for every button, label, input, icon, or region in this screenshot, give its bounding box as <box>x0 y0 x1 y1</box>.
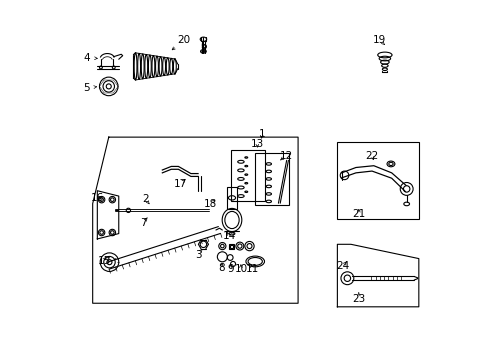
Text: 14: 14 <box>223 231 236 242</box>
Text: 11: 11 <box>245 264 259 274</box>
Text: 7: 7 <box>140 218 147 228</box>
Text: 5: 5 <box>83 83 90 93</box>
Text: 17: 17 <box>173 179 186 189</box>
Text: 1: 1 <box>258 129 264 139</box>
Bar <box>228 244 233 249</box>
Text: 6: 6 <box>200 41 206 51</box>
Text: 23: 23 <box>351 294 365 303</box>
Text: 3: 3 <box>194 250 201 260</box>
Text: 4: 4 <box>83 53 90 63</box>
Text: 13: 13 <box>250 139 264 149</box>
Bar <box>230 150 264 202</box>
Text: 10: 10 <box>234 264 247 274</box>
Text: 16: 16 <box>90 193 104 203</box>
Text: 21: 21 <box>351 209 365 219</box>
Text: 22: 22 <box>365 151 378 161</box>
Text: 12: 12 <box>279 151 292 161</box>
Text: 19: 19 <box>372 35 386 45</box>
Text: 8: 8 <box>218 262 224 273</box>
Bar <box>255 153 288 205</box>
Text: 9: 9 <box>226 264 233 274</box>
Bar <box>229 245 232 248</box>
Text: 24: 24 <box>336 261 349 271</box>
Text: 15: 15 <box>98 256 111 266</box>
Bar <box>226 187 237 208</box>
Text: 18: 18 <box>203 199 216 209</box>
Text: 2: 2 <box>142 194 148 203</box>
Bar <box>337 143 418 219</box>
Text: 20: 20 <box>177 35 190 45</box>
